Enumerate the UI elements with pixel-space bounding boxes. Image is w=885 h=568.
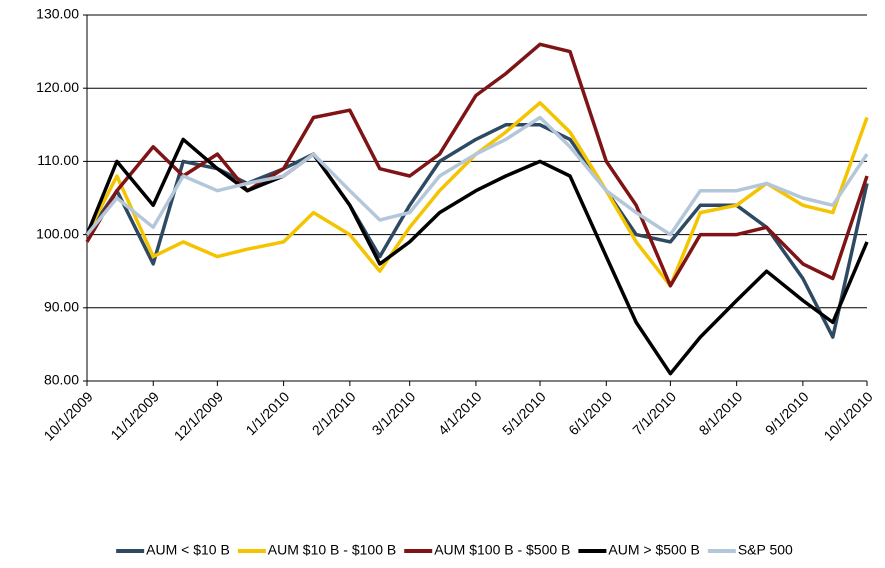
- x-tick-label: 3/1/2010: [369, 388, 419, 438]
- x-tick-label: 11/1/2009: [107, 388, 162, 443]
- x-tick-label: 1/1/2010: [242, 388, 292, 438]
- x-tick-label: 12/1/2009: [171, 388, 227, 444]
- y-tick-label: 130.00: [36, 6, 79, 22]
- x-tick-label: 9/1/2010: [762, 388, 812, 438]
- legend-label: AUM $10 B - $100 B: [268, 542, 396, 558]
- series-line: [85, 42, 869, 288]
- x-tick-label: 8/1/2010: [696, 388, 746, 438]
- x-tick-label: 6/1/2010: [565, 388, 615, 438]
- x-tick-label: 10/1/2009: [40, 388, 96, 444]
- x-tick-label: 7/1/2010: [629, 388, 679, 438]
- y-tick-label: 80.00: [44, 372, 79, 388]
- y-tick-label: 110.00: [37, 152, 79, 168]
- y-tick-label: 90.00: [44, 299, 79, 315]
- x-tick-label: 5/1/2010: [499, 388, 549, 438]
- series-line: [85, 101, 869, 288]
- y-tick-label: 120.00: [36, 79, 79, 95]
- x-tick-label: 4/1/2010: [435, 388, 485, 438]
- legend-label: AUM $100 B - $500 B: [434, 542, 570, 558]
- series-line: [85, 115, 869, 237]
- y-tick-label: 100.00: [36, 225, 79, 241]
- legend-label: AUM < $10 B: [146, 542, 230, 558]
- legend-label: S&P 500: [738, 542, 793, 558]
- x-tick-label: 10/1/2010: [820, 388, 876, 444]
- legend: AUM < $10 B AUM $10 B - $100 B AUM $100 B …: [116, 542, 793, 558]
- series-line: [85, 137, 869, 376]
- legend-label: AUM > $500 B: [608, 542, 699, 558]
- x-tick-label: 2/1/2010: [309, 388, 359, 438]
